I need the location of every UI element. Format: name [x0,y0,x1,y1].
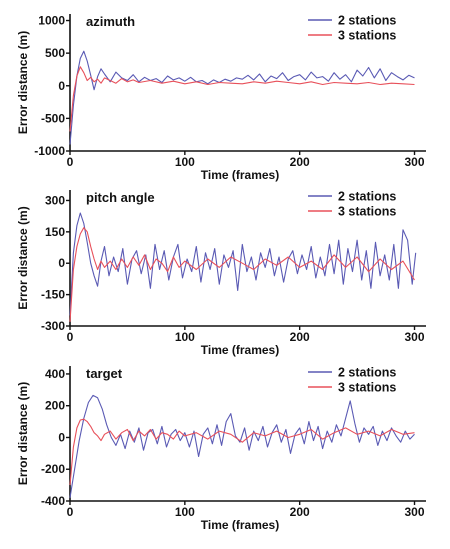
legend-label: 2 stations [338,366,396,380]
y-axis-label: Error distance (m) [16,382,30,485]
x-tick-label: 0 [67,155,74,169]
y-tick-label: -150 [41,288,65,302]
y-tick-label: -1000 [34,144,65,158]
series-line-three-stations [69,418,415,486]
y-tick-label: 1000 [38,14,65,28]
x-tick-label: 200 [290,330,310,344]
y-tick-label: -300 [41,319,65,333]
chart-panel-2: -300 -150 0 150 300 0 100 200 300 Time (frames) Er… [16,190,426,357]
y-tick-label: 200 [45,399,65,413]
panel-title: pitch angle [86,190,155,205]
y-tick-label: 300 [45,193,65,207]
legend-label: 3 stations [338,29,396,43]
x-axis-label: Time (frames) [201,168,279,182]
y-axis-label: Error distance (m) [16,206,30,309]
x-axis-label: Time (frames) [201,343,279,357]
panel-title: azimuth [86,14,135,29]
y-tick-label: -500 [41,111,65,125]
series-line-three-stations [69,66,415,132]
chart-panel-3: -400 -200 0 200 400 0 100 200 300 Time (frames) Er… [16,366,426,532]
y-tick-label: 0 [58,430,65,444]
series-line-three-stations [69,227,415,322]
legend-label: 2 stations [338,14,396,28]
x-tick-label: 200 [290,505,310,519]
y-tick-label: 400 [45,367,65,381]
x-axis-label: Time (frames) [201,518,279,532]
y-tick-label: -400 [41,494,65,508]
series-line-two-stations [69,394,415,498]
chart-panel-1: -1000 -500 0 500 1000 0 100 200 300 Time (frames)… [16,14,426,182]
y-tick-label: 0 [58,256,65,270]
series-line-two-stations [69,50,415,145]
x-tick-label: 300 [405,155,425,169]
y-tick-label: 0 [58,79,65,93]
legend-label: 3 stations [338,381,396,395]
series-line-two-stations [69,212,417,316]
x-tick-label: 300 [405,330,425,344]
legend-label: 3 stations [338,205,396,219]
legend-label: 2 stations [338,190,396,204]
x-tick-label: 100 [175,505,195,519]
y-tick-label: -200 [41,462,65,476]
x-tick-label: 100 [175,155,195,169]
x-tick-label: 200 [290,155,310,169]
y-axis-label: Error distance (m) [16,31,30,134]
x-tick-label: 300 [405,505,425,519]
y-tick-label: 150 [45,225,65,239]
x-tick-label: 100 [175,330,195,344]
x-tick-label: 0 [67,505,74,519]
y-tick-label: 500 [45,46,65,60]
panel-title: target [86,366,123,381]
x-tick-label: 0 [67,330,74,344]
